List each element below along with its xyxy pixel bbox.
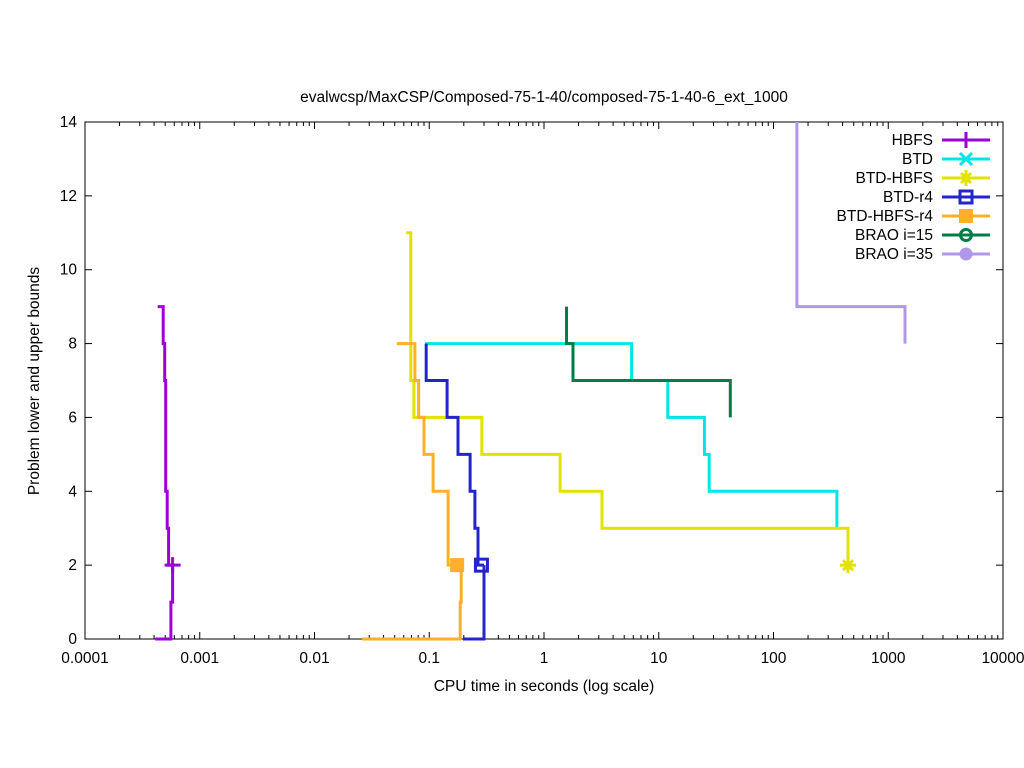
x-tick-label: 1000 <box>871 650 906 667</box>
legend-item-btd-r4: BTD-r4 <box>883 189 990 206</box>
series-brao-i-35 <box>795 122 907 344</box>
series-hbfs <box>155 305 181 641</box>
series-line <box>406 231 850 566</box>
legend-label: BTD-HBFS <box>856 170 934 187</box>
series-line <box>425 342 839 529</box>
y-tick-label: 12 <box>60 188 77 205</box>
x-tick-label: 10 <box>650 650 668 667</box>
legend-item-hbfs: HBFS <box>892 132 990 149</box>
y-tick-label: 6 <box>68 409 77 426</box>
series-btd-hbfs-r4 <box>362 342 465 641</box>
y-axis-label: Problem lower and upper bounds <box>26 267 43 496</box>
legend-label: BRAO i=15 <box>855 227 933 244</box>
series-brao-i-15 <box>565 306 732 418</box>
x-tick-label: 0.1 <box>418 650 440 667</box>
series-btd <box>425 342 839 529</box>
series-btd-r4 <box>424 343 489 641</box>
open-square-legend-marker <box>958 189 974 205</box>
legend: HBFS BTD BTD-HBFS BTD-r4 BTD-HBFS-r4 BRAO i=1… <box>837 132 990 263</box>
series-line <box>155 565 175 641</box>
legend-item-brao-i-35: BRAO i=35 <box>855 246 990 263</box>
plus-legend-marker <box>958 132 974 148</box>
chart-title: evalwcsp/MaxCSP/Composed-75-1-40/compose… <box>300 89 788 106</box>
legend-item-btd-hbfs: BTD-HBFS <box>856 170 990 187</box>
x-axis-label: CPU time in seconds (log scale) <box>434 678 655 695</box>
series-line <box>795 122 907 344</box>
y-tick-label: 4 <box>68 483 77 500</box>
y-tick-label: 0 <box>68 631 77 648</box>
y-tick-label: 2 <box>68 557 77 574</box>
series-line <box>565 306 732 418</box>
legend-label: HBFS <box>892 132 933 149</box>
star-legend-marker <box>958 170 974 186</box>
legend-label: BRAO i=35 <box>855 246 933 263</box>
x-tick-label: 100 <box>761 650 787 667</box>
star-marker <box>840 557 857 574</box>
series-line <box>362 565 463 641</box>
x-tick-label: 0.01 <box>299 650 329 667</box>
legend-item-btd: BTD <box>902 151 990 168</box>
series-line <box>463 565 486 641</box>
x-tick-label: 1 <box>540 650 549 667</box>
filled-square-marker <box>450 558 465 573</box>
filled-square-legend-marker <box>959 209 973 223</box>
x-tick-label: 10000 <box>981 650 1024 667</box>
x-tick-label: 0.001 <box>180 650 219 667</box>
data-series <box>155 122 907 641</box>
y-tick-label: 14 <box>60 114 78 131</box>
plot-border <box>84 121 1004 640</box>
filled-circle-legend-marker <box>959 247 973 261</box>
axes: 0.0001 0.001 0.01 0.1 1 10 100 1000 10000 0 2 4 6 8 10… <box>60 114 1024 667</box>
series-line <box>424 343 484 567</box>
y-tick-label: 8 <box>68 336 77 353</box>
y-tick-label: 10 <box>60 262 78 279</box>
cross-legend-marker <box>958 151 974 167</box>
legend-label: BTD <box>902 151 933 168</box>
plus-marker <box>164 557 181 574</box>
series-line <box>396 342 462 567</box>
x-tick-label: 0.0001 <box>61 650 108 667</box>
open-square-marker <box>473 557 489 573</box>
open-circle-legend-marker <box>959 228 973 242</box>
legend-item-brao-i-15: BRAO i=15 <box>855 227 990 244</box>
series-line <box>157 305 173 567</box>
legend-label: BTD-HBFS-r4 <box>837 208 934 225</box>
series-btd-hbfs <box>406 231 857 574</box>
legend-label: BTD-r4 <box>883 189 933 206</box>
legend-item-btd-hbfs-r4: BTD-HBFS-r4 <box>837 208 990 225</box>
